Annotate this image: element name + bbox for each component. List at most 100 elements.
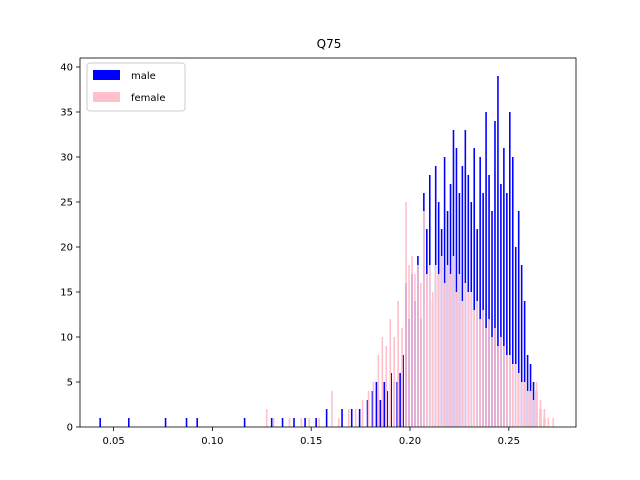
- bar-male-5: [243, 418, 246, 427]
- x-tick-label: 0.10: [201, 436, 223, 447]
- bar-female-53: [503, 346, 505, 427]
- bar-female-21: [408, 265, 410, 427]
- bar-female-40: [464, 283, 467, 427]
- bar-male-64: [517, 211, 520, 427]
- bar-male-19: [383, 382, 386, 427]
- legend: male female: [86, 62, 186, 112]
- bar-female-31: [437, 274, 440, 427]
- plot-area: [80, 58, 576, 427]
- bar-male-18: [379, 400, 382, 427]
- bar-female-35: [449, 274, 452, 427]
- bar-female-7: [338, 418, 340, 427]
- y-tick-label: 40: [60, 63, 73, 74]
- bar-female-46: [482, 310, 484, 427]
- bar-female-66: [543, 409, 546, 427]
- legend-swatch-male: [93, 70, 120, 80]
- bar-female-65: [539, 400, 542, 427]
- bar-female-52: [500, 337, 502, 427]
- bar-female-48: [488, 319, 490, 427]
- bar-male-46: [464, 130, 467, 427]
- bar-female-6: [331, 391, 333, 427]
- bar-male-61: [509, 112, 511, 427]
- bar-male-1: [128, 418, 130, 427]
- bar-female-14: [381, 337, 384, 427]
- bar-female-28: [428, 265, 431, 427]
- bar-female-57: [514, 364, 517, 427]
- bar-female-12: [372, 382, 375, 427]
- bar-male-58: [500, 184, 502, 427]
- legend-label-female: female: [131, 93, 165, 104]
- bar-female-0: [265, 409, 268, 427]
- bar-male-59: [503, 148, 505, 427]
- bar-male-15: [366, 400, 369, 427]
- x-tick-label: 0.20: [399, 436, 421, 447]
- bar-male-62: [511, 157, 514, 427]
- bar-female-60: [523, 382, 526, 427]
- bar-female-32: [440, 256, 443, 427]
- x-tick-label: 0.05: [102, 436, 124, 447]
- bar-female-2: [288, 418, 291, 427]
- bar-female-39: [461, 301, 464, 427]
- bar-male-3: [185, 418, 188, 427]
- bar-female-4: [308, 418, 311, 427]
- bar-female-47: [485, 328, 487, 427]
- x-tick-label: 0.25: [498, 436, 520, 447]
- bar-female-13: [377, 355, 380, 427]
- bar-female-44: [476, 301, 478, 427]
- bar-male-0: [99, 418, 101, 427]
- y-tick-label: 30: [60, 153, 73, 164]
- y-tick-label: 20: [60, 243, 73, 254]
- bar-male-51: [479, 157, 481, 427]
- y-tick-label: 15: [60, 288, 73, 299]
- bar-male-10: [315, 418, 317, 427]
- bar-male-4: [196, 418, 198, 427]
- bar-male-16: [371, 391, 374, 427]
- x-tick-label: 0.15: [300, 436, 322, 447]
- bar-female-29: [431, 292, 434, 427]
- bar-female-30: [434, 265, 437, 427]
- bar-male-57: [497, 76, 499, 427]
- legend-swatch-female: [93, 92, 120, 102]
- bar-male-17: [375, 382, 378, 427]
- bar-male-65: [520, 265, 523, 427]
- bar-male-23: [396, 382, 398, 427]
- bar-female-41: [467, 292, 470, 427]
- bar-male-7: [281, 418, 284, 427]
- bar-female-8: [347, 409, 350, 427]
- bar-male-66: [523, 301, 526, 427]
- bar-male-20: [386, 391, 389, 427]
- bar-female-5: [318, 418, 320, 427]
- bar-female-11: [367, 391, 370, 427]
- series-female-bars: [265, 202, 555, 427]
- bar-female-67: [547, 418, 550, 427]
- bar-male-12: [341, 409, 343, 427]
- bar-female-54: [506, 355, 508, 427]
- bar-female-37: [455, 292, 458, 427]
- y-tick-label: 25: [60, 198, 73, 209]
- bar-female-3: [300, 418, 303, 427]
- bar-female-16: [389, 319, 392, 427]
- bar-male-25: [402, 355, 404, 427]
- bar-female-33: [443, 283, 446, 427]
- bar-female-17: [393, 337, 395, 427]
- y-tick-label: 0: [67, 423, 73, 434]
- chart-title: Q75: [317, 37, 342, 51]
- bar-male-6: [270, 418, 273, 427]
- bar-female-25: [420, 283, 422, 427]
- bar-female-43: [473, 310, 476, 427]
- bar-female-58: [517, 373, 520, 427]
- y-tick-label: 10: [60, 333, 73, 344]
- bar-male-14: [358, 409, 361, 427]
- bar-female-23: [414, 274, 416, 427]
- bar-female-51: [497, 346, 499, 427]
- bar-female-27: [426, 274, 428, 427]
- bar-female-63: [532, 400, 535, 427]
- bar-female-50: [494, 328, 496, 427]
- bar-male-56: [494, 121, 496, 427]
- x-axis: 0.05 0.10 0.15 0.20 0.25: [102, 427, 520, 447]
- bar-male-60: [506, 193, 508, 427]
- y-axis: 0 5 10 15 20 25 30 35 40: [60, 63, 80, 434]
- bar-female-64: [535, 382, 538, 427]
- bar-female-62: [529, 391, 532, 427]
